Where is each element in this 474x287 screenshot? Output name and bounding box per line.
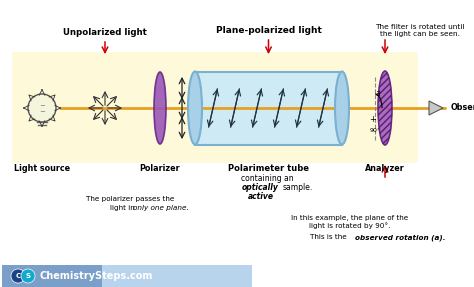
Text: Unpolarized light: Unpolarized light bbox=[63, 28, 147, 37]
Text: This is the: This is the bbox=[310, 234, 349, 240]
Ellipse shape bbox=[154, 72, 166, 144]
Text: only one plane.: only one plane. bbox=[133, 205, 189, 211]
FancyBboxPatch shape bbox=[12, 52, 418, 163]
Polygon shape bbox=[429, 101, 443, 115]
Text: a: a bbox=[376, 90, 380, 98]
Text: ~
~: ~ ~ bbox=[39, 103, 45, 115]
Text: light in: light in bbox=[110, 205, 137, 211]
Text: Polarimeter tube: Polarimeter tube bbox=[228, 164, 309, 173]
Text: +: + bbox=[370, 115, 376, 125]
Text: S: S bbox=[26, 273, 30, 279]
Text: The polarizer passes the: The polarizer passes the bbox=[86, 196, 174, 202]
Text: C: C bbox=[16, 273, 20, 279]
Text: sample.: sample. bbox=[283, 183, 313, 192]
FancyBboxPatch shape bbox=[102, 265, 252, 287]
Text: The filter is rotated until
the light can be seen.: The filter is rotated until the light ca… bbox=[375, 24, 465, 37]
Text: Polarizer: Polarizer bbox=[140, 164, 180, 173]
Ellipse shape bbox=[335, 71, 349, 144]
Text: optically: optically bbox=[242, 183, 279, 192]
Text: active: active bbox=[247, 192, 273, 201]
Text: Analyzer: Analyzer bbox=[365, 164, 405, 173]
FancyBboxPatch shape bbox=[2, 265, 252, 287]
Ellipse shape bbox=[378, 71, 392, 145]
Circle shape bbox=[21, 269, 35, 283]
Text: ChemistrySteps.com: ChemistrySteps.com bbox=[40, 271, 154, 281]
Circle shape bbox=[28, 94, 56, 122]
FancyBboxPatch shape bbox=[195, 72, 342, 145]
Text: Light source: Light source bbox=[14, 164, 70, 173]
Text: observed rotation (a).: observed rotation (a). bbox=[355, 234, 446, 241]
Text: In this example, the plane of the
light is rotated by 90°.: In this example, the plane of the light … bbox=[292, 215, 409, 229]
Text: containing an: containing an bbox=[241, 174, 296, 183]
Text: 90°: 90° bbox=[370, 127, 381, 133]
Text: Plane-polarized light: Plane-polarized light bbox=[216, 26, 321, 35]
Circle shape bbox=[11, 269, 25, 283]
Ellipse shape bbox=[188, 71, 202, 144]
Text: Observer: Observer bbox=[451, 104, 474, 113]
